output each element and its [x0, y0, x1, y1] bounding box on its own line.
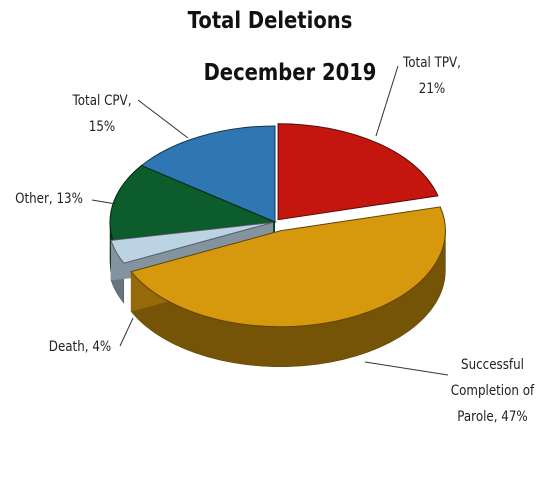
category-label: Death, — [48, 339, 89, 355]
leader-line — [119, 317, 134, 347]
data-label: Total CPV, 15% — [60, 88, 145, 140]
value-label: 21% — [418, 81, 446, 97]
slice — [109, 164, 277, 241]
category-label: Total TPV, — [403, 55, 461, 71]
value-label: 13% — [56, 191, 83, 207]
data-label: Total TPV, 21% — [398, 50, 466, 102]
value-label: 4% — [92, 339, 112, 355]
leader-line — [375, 65, 399, 137]
category-label: Other, — [15, 191, 53, 207]
chart-subtitle: December 2019 — [203, 60, 377, 86]
leader-line — [91, 199, 117, 205]
slice — [140, 125, 276, 223]
leader-line — [364, 361, 449, 376]
data-label: Successful Completion of Parole, 47% — [448, 352, 537, 430]
slice — [277, 123, 439, 221]
chart-title: Total Deletions — [187, 8, 353, 34]
slice — [110, 221, 274, 264]
slice — [130, 206, 446, 328]
value-label: 15% — [88, 119, 116, 135]
value-label: 47% — [501, 409, 528, 425]
data-label: Other, 13% — [7, 186, 90, 212]
category-label: Successful Completion of Parole, — [450, 357, 535, 425]
leader-line — [137, 99, 189, 139]
category-label: Total CPV, — [72, 93, 132, 109]
data-label: Death, 4% — [38, 334, 123, 360]
